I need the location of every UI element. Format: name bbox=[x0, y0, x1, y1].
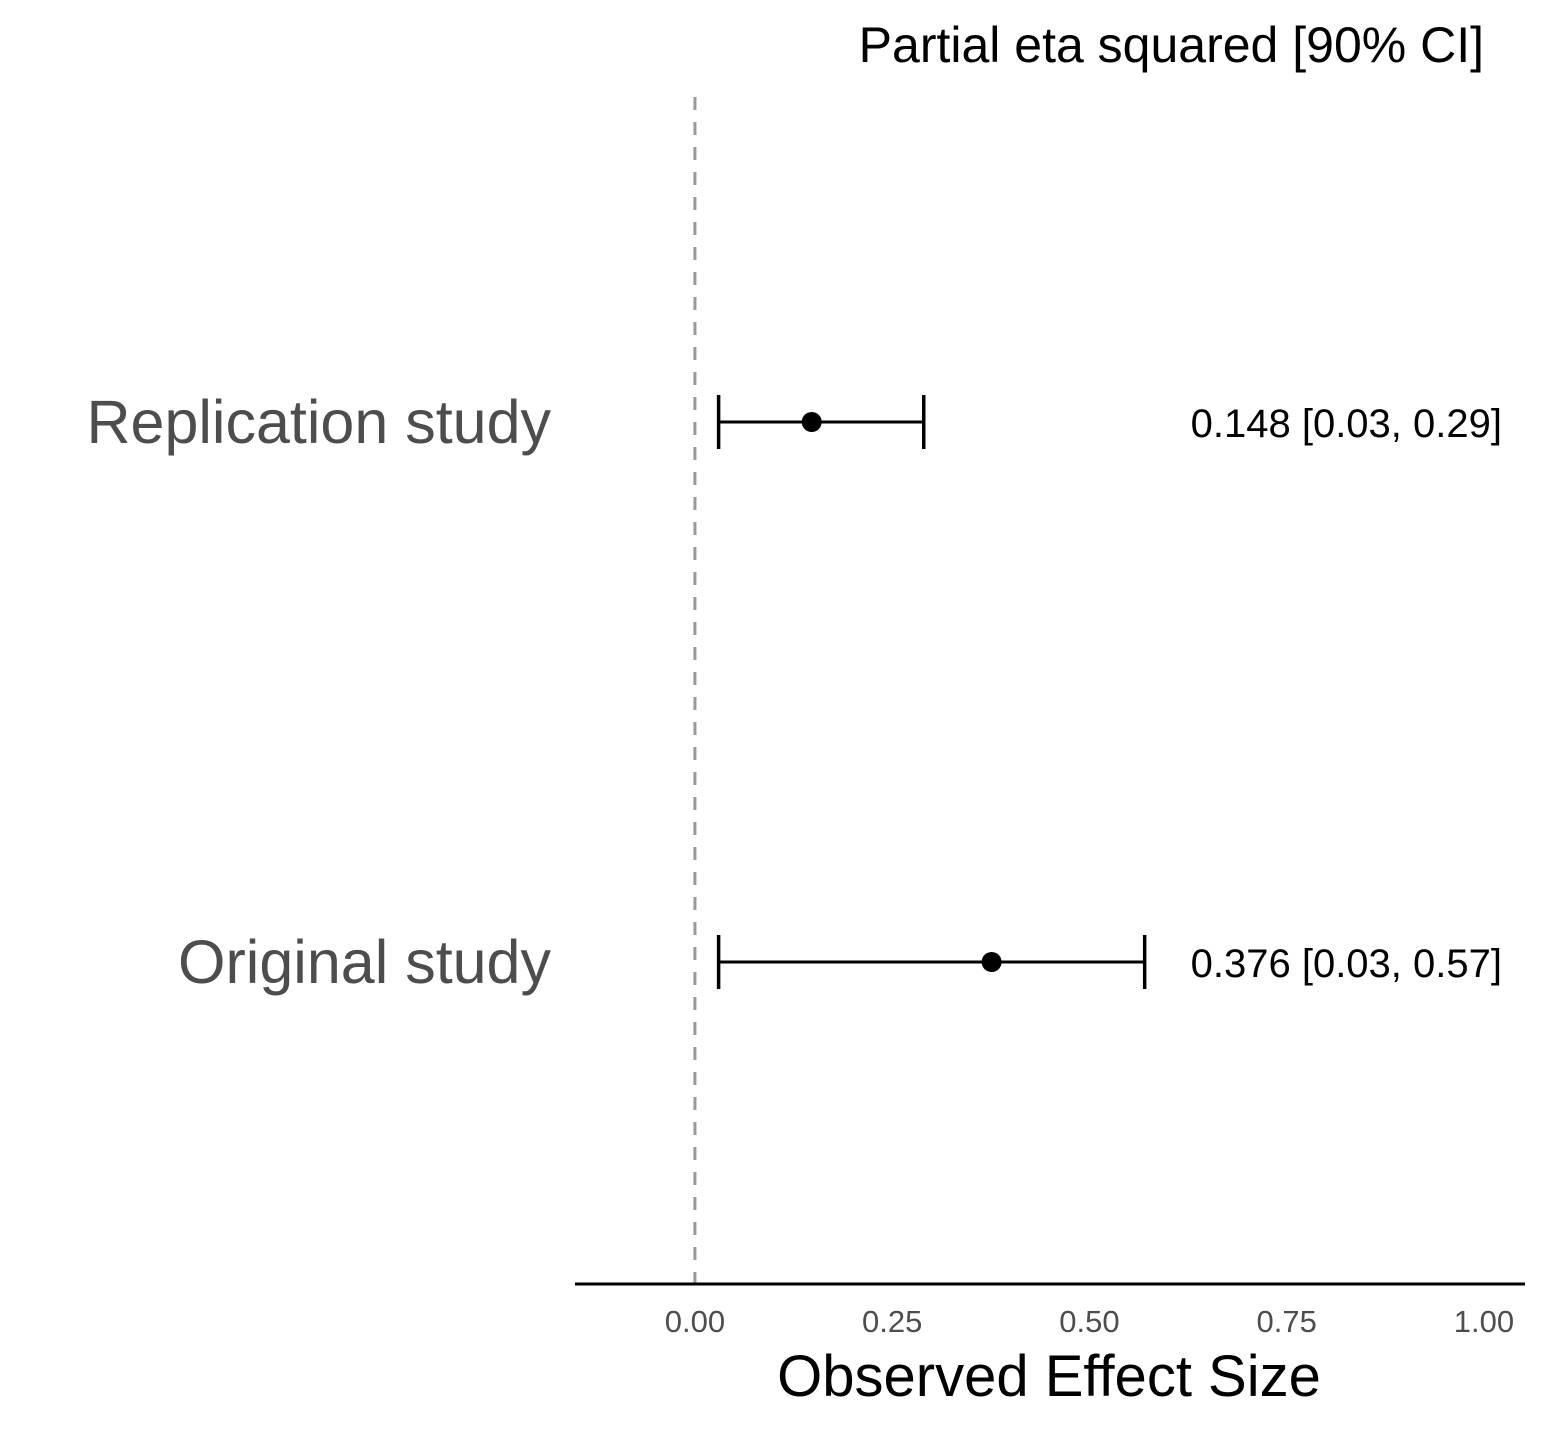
x-tick-label: 0.75 bbox=[1257, 1304, 1317, 1339]
x-axis-title: Observed Effect Size bbox=[777, 1344, 1321, 1409]
study-label: Original study bbox=[178, 928, 551, 996]
x-tick-label: 0.50 bbox=[1059, 1304, 1119, 1339]
study-rows: Replication study 0.148 [0.03, 0.29] Origi… bbox=[86, 388, 1502, 996]
estimate-annotation: 0.148 [0.03, 0.29] bbox=[1191, 402, 1502, 446]
point-estimate bbox=[981, 952, 1002, 972]
x-tick-label: 0.00 bbox=[665, 1304, 725, 1339]
study-row: Original study 0.376 [0.03, 0.57] bbox=[178, 928, 1502, 996]
x-tick-label: 1.00 bbox=[1454, 1304, 1514, 1339]
x-axis-ticks: 0.00 0.25 0.50 0.75 1.00 bbox=[665, 1304, 1514, 1339]
x-tick-label: 0.25 bbox=[862, 1304, 922, 1339]
study-label: Replication study bbox=[86, 388, 551, 456]
estimate-annotation: 0.376 [0.03, 0.57] bbox=[1191, 942, 1502, 986]
study-row: Replication study 0.148 [0.03, 0.29] bbox=[86, 388, 1502, 456]
point-estimate bbox=[801, 412, 822, 432]
right-column-header: Partial eta squared [90% CI] bbox=[859, 17, 1484, 73]
